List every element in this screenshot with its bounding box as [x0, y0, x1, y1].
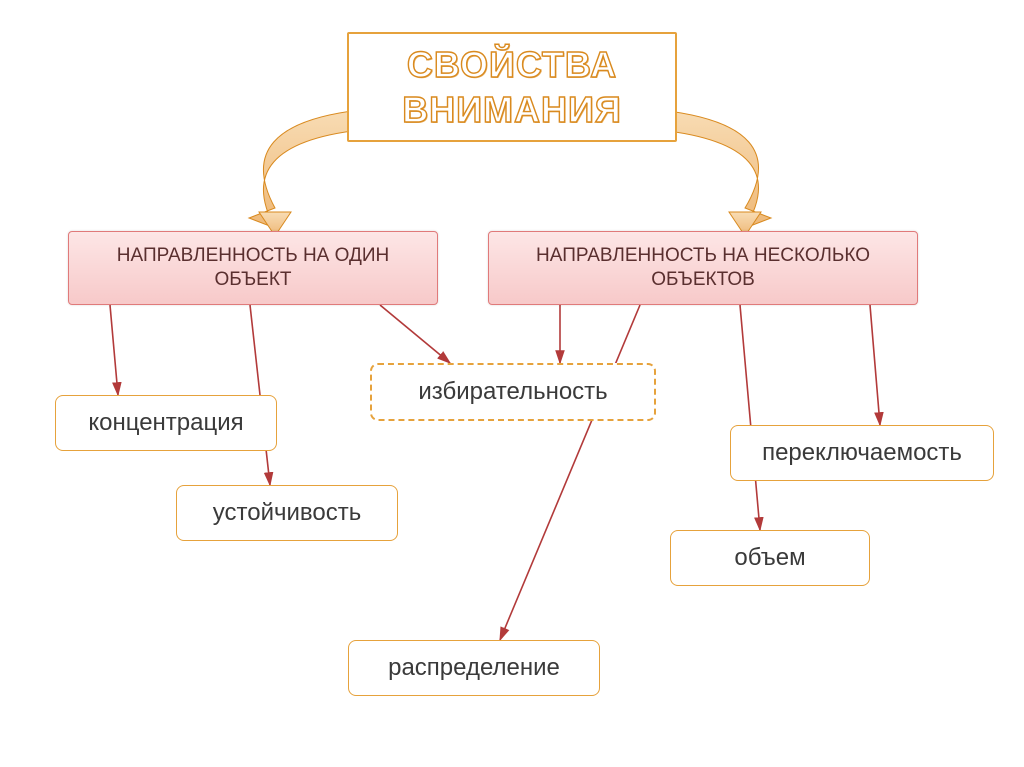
leaf-selectivity-label: избирательность [418, 377, 607, 407]
leaf-volume: объем [670, 530, 870, 586]
category-multi-line1: НАПРАВЛЕННОСТЬ НА НЕСКОЛЬКО [536, 244, 870, 268]
category-multi-object: НАПРАВЛЕННОСТЬ НА НЕСКОЛЬКО ОБЪЕКТОВ [488, 231, 918, 305]
category-single-line1: НАПРАВЛЕННОСТЬ НА ОДИН [117, 244, 389, 268]
title-line2: ВНИМАНИЯ [402, 87, 622, 132]
leaf-concentration: концентрация [55, 395, 277, 451]
category-single-object: НАПРАВЛЕННОСТЬ НА ОДИН ОБЪЕКТ [68, 231, 438, 305]
leaf-switchability-label: переключаемость [762, 438, 962, 468]
leaf-distribution-label: распределение [388, 653, 560, 683]
leaf-selectivity: избирательность [370, 363, 656, 421]
title-line1: СВОЙСТВА [402, 42, 622, 87]
leaf-distribution: распределение [348, 640, 600, 696]
category-multi-line2: ОБЪЕКТОВ [536, 268, 870, 292]
category-single-line2: ОБЪЕКТ [117, 268, 389, 292]
title-box: СВОЙСТВА ВНИМАНИЯ [347, 32, 677, 142]
leaf-stability: устойчивость [176, 485, 398, 541]
leaf-concentration-label: концентрация [88, 408, 243, 438]
leaf-stability-label: устойчивость [213, 498, 361, 528]
diagram-stage: СВОЙСТВА ВНИМАНИЯ НАПРАВЛЕННОСТЬ НА ОДИН… [0, 0, 1024, 767]
leaf-volume-label: объем [734, 543, 805, 573]
leaf-switchability: переключаемость [730, 425, 994, 481]
